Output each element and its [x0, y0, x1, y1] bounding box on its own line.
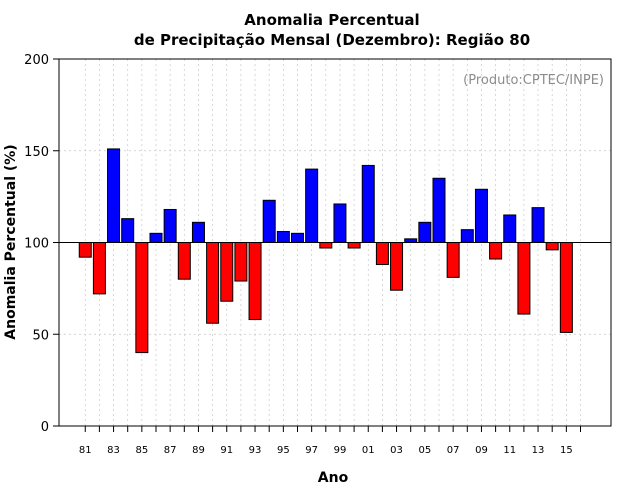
- x-tick-label: 01: [362, 445, 375, 456]
- source-annotation: (Produto:CPTEC/INPE): [463, 73, 604, 88]
- y-tick-label: 50: [32, 328, 49, 343]
- bar-05: [418, 221, 432, 244]
- bar-90: [206, 242, 220, 324]
- bar-94: [262, 199, 276, 243]
- y-tick-label: 150: [24, 145, 49, 160]
- x-tick-label: 91: [220, 445, 233, 456]
- x-tick-label: 15: [560, 445, 573, 456]
- bar-95: [276, 230, 290, 244]
- y-axis: 0 50 100 150 200: [24, 53, 59, 435]
- x-tick-label: 95: [277, 445, 290, 456]
- bar-03: [390, 242, 404, 291]
- x-tick-label: 83: [107, 445, 120, 456]
- chart-subtitle: de Precipitação Mensal (Dezembro): Regiã…: [134, 31, 530, 49]
- bar-86: [149, 232, 163, 243]
- grid-lines: [59, 59, 611, 426]
- bar-88: [177, 242, 191, 280]
- x-tick-label: 03: [390, 445, 403, 456]
- bar-15: [559, 242, 573, 333]
- bar-11: [503, 214, 517, 244]
- y-tick-label: 100: [24, 237, 49, 252]
- bar-06: [432, 177, 446, 243]
- x-tick-label: 11: [503, 445, 516, 456]
- bar-97: [305, 168, 319, 244]
- bar-99: [333, 203, 347, 243]
- x-tick-label: 13: [532, 445, 545, 456]
- bar-12: [517, 242, 531, 315]
- bar-84: [121, 218, 135, 244]
- bar-10: [489, 242, 503, 260]
- x-tick-label: 87: [164, 445, 177, 456]
- chart-title: Anomalia Percentual: [244, 11, 419, 29]
- bar-01: [361, 164, 375, 243]
- bar-93: [248, 242, 262, 321]
- x-tick-label: 93: [249, 445, 262, 456]
- bar-87: [163, 208, 177, 243]
- x-tick-label: 85: [135, 445, 148, 456]
- bar-98: [319, 242, 333, 249]
- bar-14: [545, 242, 559, 251]
- x-axis: 81 83 85 87 89 91 93 95 97 99 01 03 05 07 09 11 13 15: [79, 426, 581, 456]
- bar-81: [78, 242, 92, 258]
- x-tick-label: 05: [418, 445, 431, 456]
- bar-07: [446, 242, 460, 278]
- y-tick-label: 0: [41, 420, 49, 435]
- x-axis-label: Ano: [318, 470, 349, 486]
- bar-04: [404, 238, 418, 244]
- x-tick-label: 07: [447, 445, 460, 456]
- bar-91: [220, 242, 234, 302]
- bar-85: [135, 242, 149, 354]
- y-axis-label: Anomalia Percentual (%): [3, 144, 19, 339]
- x-tick-label: 81: [79, 445, 92, 456]
- bar-96: [291, 232, 304, 243]
- x-tick-label: 89: [192, 445, 205, 456]
- x-tick-label: 97: [305, 445, 318, 456]
- bar-83: [107, 148, 121, 243]
- bar-00: [347, 242, 361, 249]
- bar-02: [375, 242, 389, 266]
- bar-82: [92, 242, 106, 295]
- bar-08: [460, 229, 474, 243]
- x-tick-label: 09: [475, 445, 488, 456]
- y-tick-label: 200: [24, 53, 49, 68]
- x-tick-label: 99: [334, 445, 347, 456]
- plot-border: [58, 58, 612, 427]
- bar-13: [531, 207, 545, 243]
- bar-09: [474, 188, 488, 244]
- bar-92: [234, 242, 248, 282]
- bar-89: [191, 221, 205, 244]
